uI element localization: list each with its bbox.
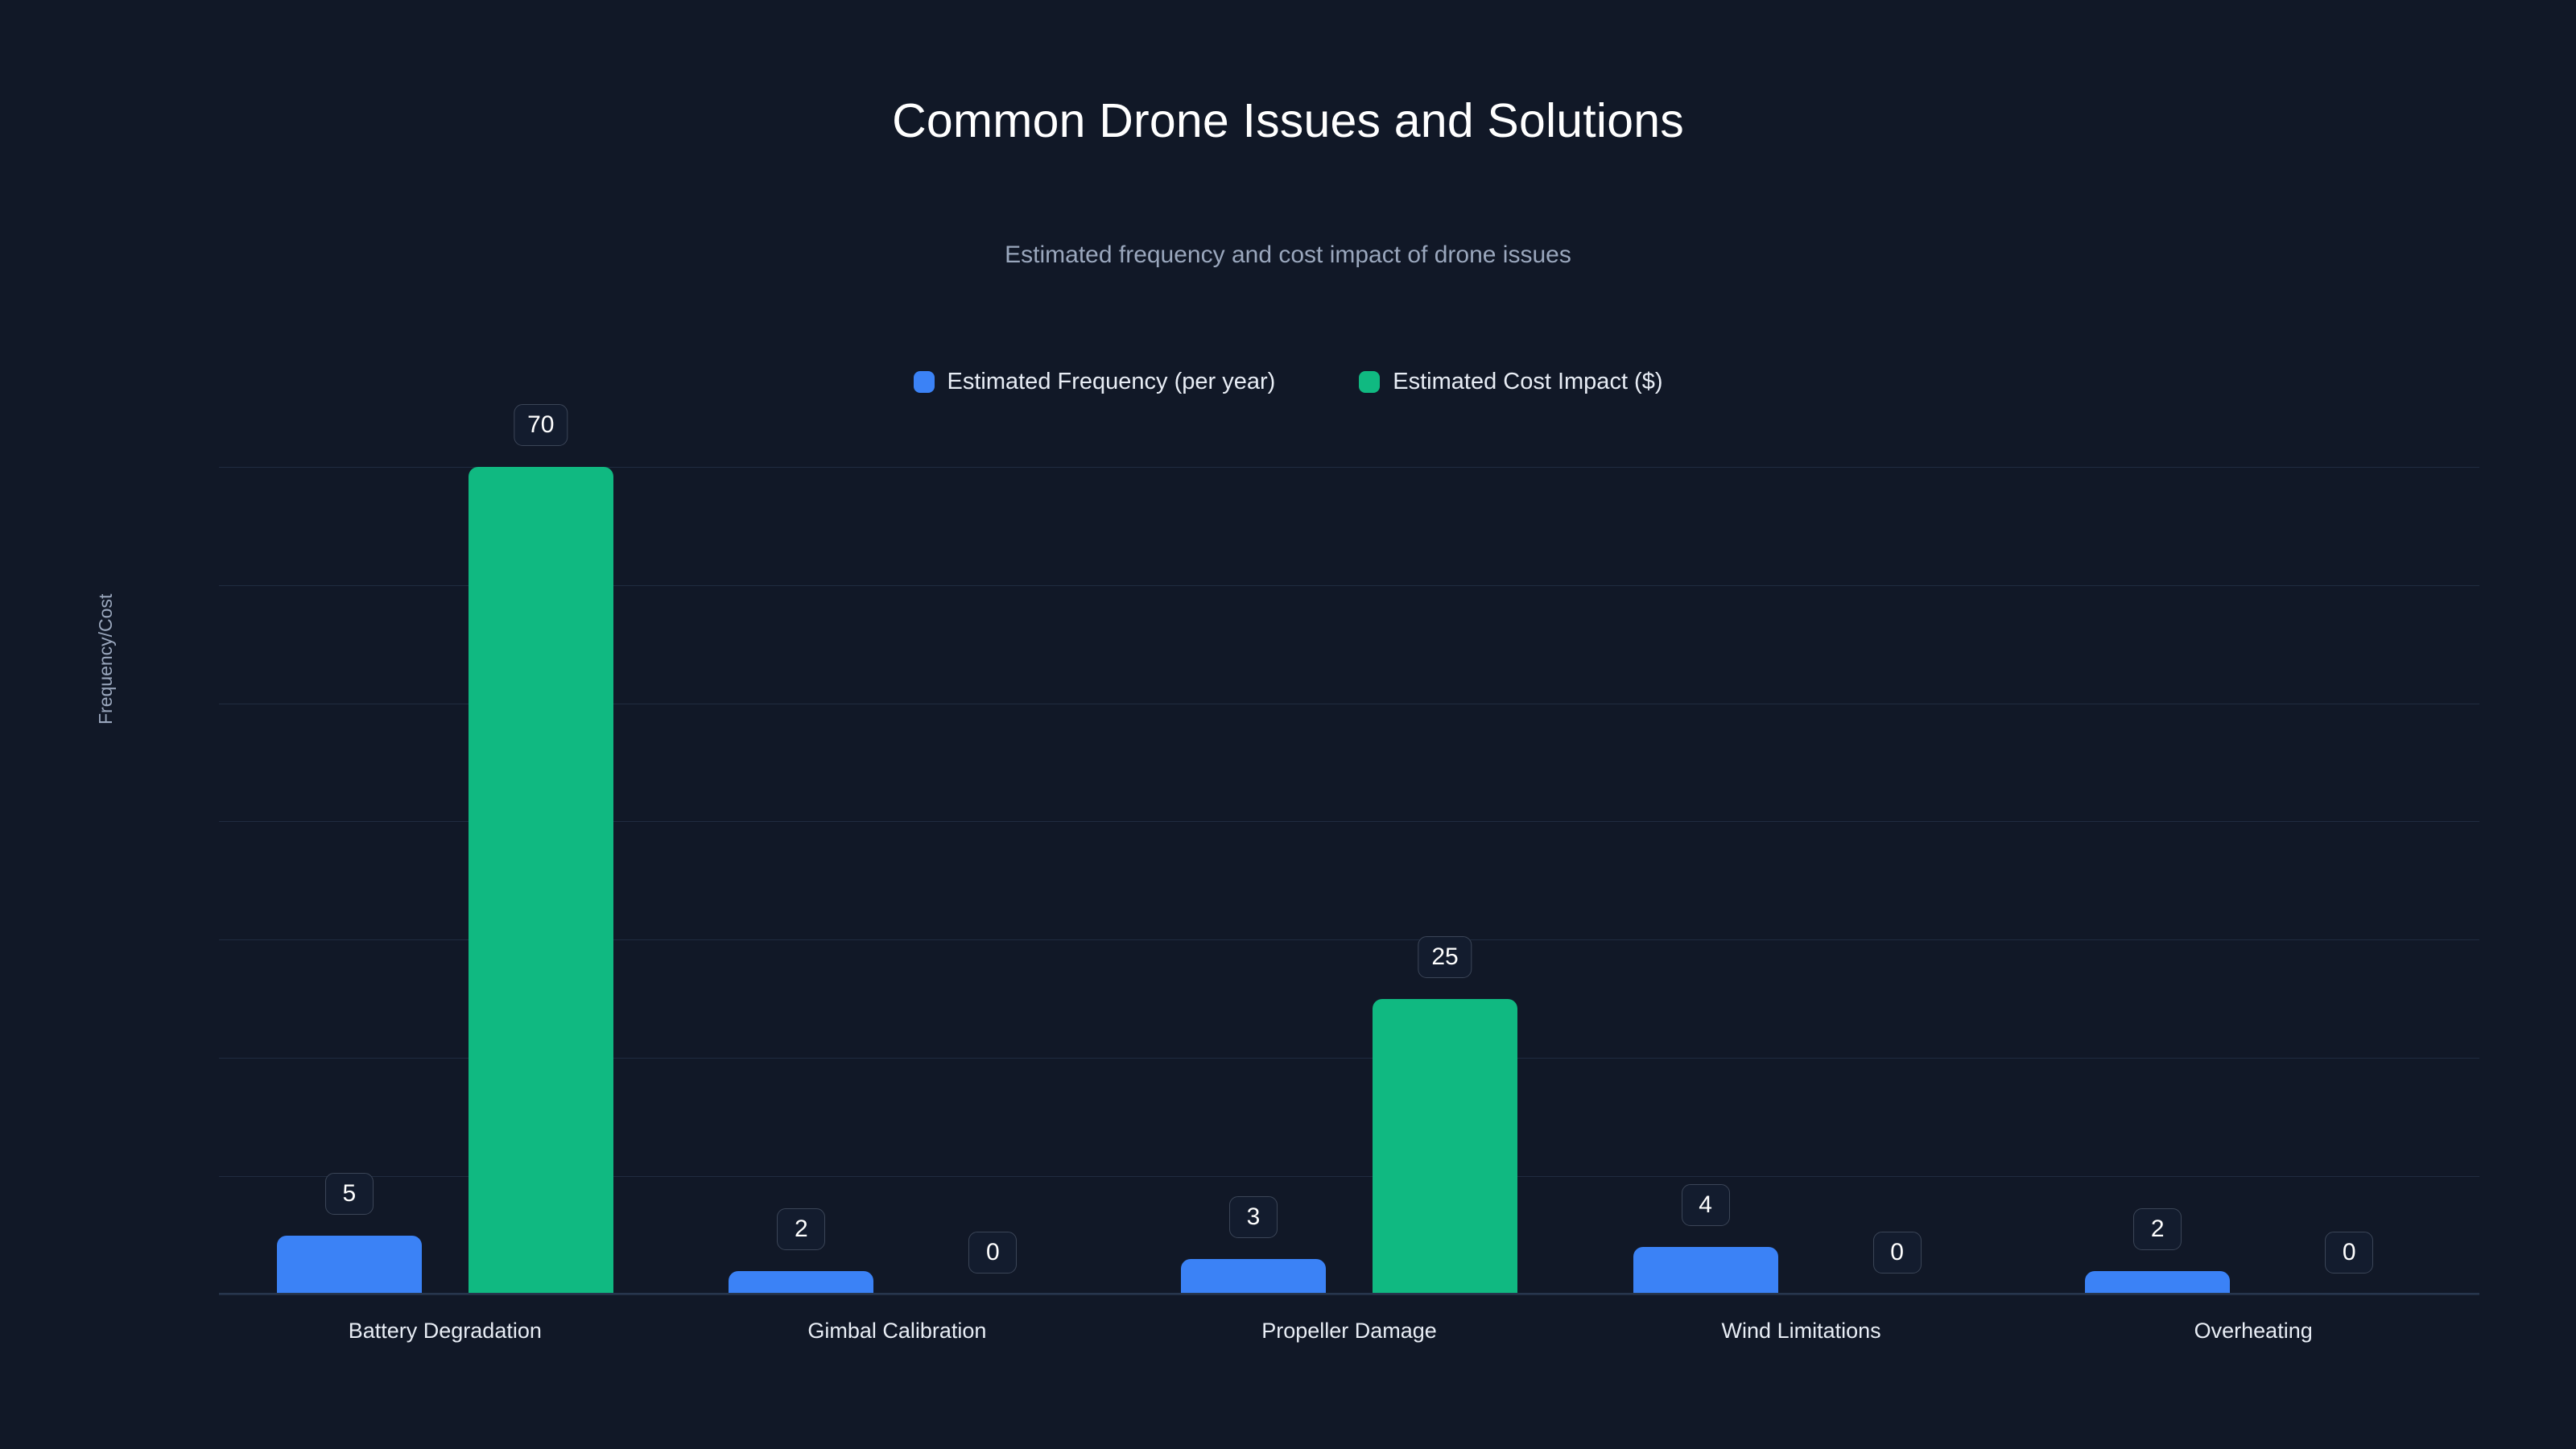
value-badge: 2	[2133, 1208, 2182, 1250]
value-badge: 5	[324, 1172, 374, 1215]
value-badge: 3	[1229, 1195, 1278, 1238]
value-badge: 0	[1872, 1232, 1922, 1274]
legend-label: Estimated Frequency (per year)	[947, 369, 1276, 394]
x-axis-line	[219, 1293, 2479, 1294]
gridline	[219, 1058, 2479, 1059]
bar-cost-2[interactable]	[1373, 998, 1517, 1294]
legend-swatch-icon	[913, 371, 935, 393]
chart-legend: Estimated Frequency (per year) Estimated …	[0, 369, 2576, 395]
x-axis-tick-label: Battery Degradation	[348, 1319, 542, 1343]
legend-item-0[interactable]: Estimated Frequency (per year)	[913, 369, 1276, 395]
gridline	[219, 821, 2479, 823]
legend-swatch-icon	[1359, 371, 1381, 393]
bar-frequency-3[interactable]	[1633, 1247, 1778, 1294]
gridline	[219, 584, 2479, 586]
bar-frequency-2[interactable]	[1181, 1258, 1326, 1294]
plot-area	[219, 419, 2479, 1295]
value-badge: 0	[968, 1232, 1018, 1274]
bar-cost-0[interactable]	[468, 466, 613, 1294]
x-axis-tick-label: Wind Limitations	[1721, 1319, 1881, 1343]
x-axis-tick-label: Gimbal Calibration	[807, 1319, 987, 1343]
x-axis-tick-label: Overheating	[2194, 1319, 2313, 1343]
bar-frequency-4[interactable]	[2085, 1270, 2231, 1294]
value-badge: 0	[2325, 1232, 2374, 1274]
gridline	[219, 1176, 2479, 1178]
chart-title: Common Drone Issues and Solutions	[892, 94, 1684, 147]
gridline	[219, 1294, 2479, 1295]
value-badge: 70	[514, 403, 568, 446]
gridline	[219, 939, 2479, 941]
value-badge: 25	[1418, 935, 1472, 978]
gridline	[219, 466, 2479, 468]
y-axis-title: Frequency/Cost	[95, 593, 116, 724]
x-axis-tick-label: Propeller Damage	[1261, 1319, 1437, 1343]
legend-label: Estimated Cost Impact ($)	[1393, 369, 1663, 394]
bar-frequency-0[interactable]	[276, 1235, 422, 1294]
legend-item-1[interactable]: Estimated Cost Impact ($)	[1359, 369, 1663, 395]
value-badge: 4	[1681, 1184, 1730, 1227]
bar-frequency-1[interactable]	[729, 1270, 874, 1294]
chart-subtitle: Estimated frequency and cost impact of d…	[1005, 242, 1571, 268]
value-badge: 2	[777, 1208, 826, 1250]
